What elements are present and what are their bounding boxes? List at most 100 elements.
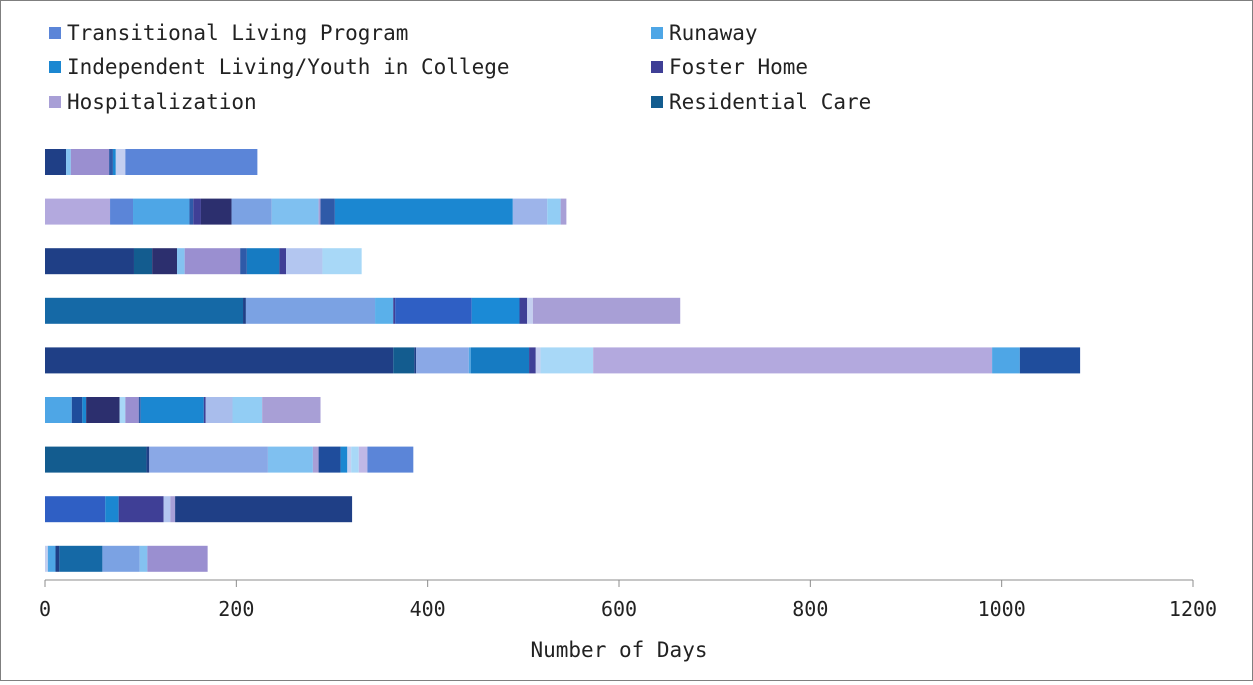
bar (45, 248, 362, 275)
bar-segment (470, 347, 530, 374)
legend-label: Independent Living/Youth in College (67, 55, 510, 79)
bar-segment (45, 248, 134, 275)
bar (45, 496, 353, 523)
bar-segment (240, 248, 247, 275)
bar-segment (535, 347, 541, 374)
bar-segment (992, 347, 1020, 374)
bar-segment (205, 397, 233, 423)
bar-segment (471, 297, 520, 324)
bar-segment (320, 198, 335, 225)
bar-segment (189, 198, 194, 225)
bar-segment (416, 347, 469, 374)
bar-segment (322, 248, 362, 275)
bar-segment (133, 198, 190, 225)
bar-segment (395, 297, 472, 324)
bar-segment (71, 397, 83, 423)
bar (45, 347, 1081, 374)
bar-segment (149, 446, 268, 473)
bar-segment (138, 397, 141, 423)
bar-segment (45, 198, 111, 225)
bar-segment (318, 446, 341, 473)
bar-segment (340, 446, 348, 473)
x-axis: 0 200 400 600 800 1000 1200 (39, 579, 1217, 621)
legend-label: Transitional Living Program (67, 21, 408, 45)
bar-segment (47, 545, 56, 572)
bar-segment (170, 496, 176, 523)
bar (45, 446, 414, 473)
x-tick-label: 400 (410, 597, 446, 621)
bar-segment (393, 347, 415, 374)
x-tick-label: 1000 (978, 597, 1026, 621)
bar-segment (147, 545, 208, 572)
bar-segment (532, 297, 681, 324)
legend-label: Foster Home (669, 55, 808, 79)
legend-label: Hospitalization (67, 90, 257, 114)
bar-segment (245, 297, 376, 324)
bar-segment (140, 397, 204, 423)
bar-segment (529, 347, 536, 374)
bar-segment (334, 198, 513, 225)
bar-segment (45, 149, 67, 175)
bar-segment (367, 446, 414, 473)
bar-segment (560, 198, 567, 225)
bar-segment (267, 446, 313, 473)
bar-segment (152, 248, 178, 275)
x-tick-label: 800 (792, 597, 828, 621)
bar-segment (351, 446, 359, 473)
bar-segment (593, 347, 993, 374)
bar-segment (414, 347, 417, 374)
bar-segment (109, 149, 113, 175)
bar-segment (118, 496, 164, 523)
bar (45, 397, 321, 423)
bar-segment (163, 496, 171, 523)
bar-segment (105, 496, 119, 523)
bar-segment (200, 198, 232, 225)
bar-segment (119, 397, 126, 423)
bar-segment (312, 446, 319, 473)
bar-segment (66, 149, 71, 175)
bar-segment (146, 446, 150, 473)
bar-segment (232, 397, 263, 423)
bar-segment (375, 297, 394, 324)
bar-segment (125, 397, 139, 423)
legend-label: Residential Care (669, 90, 871, 114)
bar-segment (203, 397, 206, 423)
bar-segment (102, 545, 140, 572)
bar-segment (55, 545, 60, 572)
bar-segment (110, 198, 134, 225)
bar-segment (133, 248, 153, 275)
bar-segment (70, 149, 110, 175)
bar-segment (45, 496, 106, 523)
bar-segment (279, 248, 287, 275)
bar-segment (45, 446, 147, 473)
x-tick-label: 200 (218, 597, 254, 621)
bar-segment (246, 248, 280, 275)
legend: Transitional Living Program Runaway Indepe… (49, 21, 871, 114)
bar (45, 297, 681, 324)
bar-segment (125, 149, 258, 175)
bar-segment (175, 496, 353, 523)
bar-segment (45, 397, 72, 423)
legend-swatch (49, 61, 61, 73)
bar-segment (243, 297, 246, 324)
bar-segment (82, 397, 87, 423)
bar-segment (45, 297, 244, 324)
bar-segment (45, 545, 48, 572)
bars (45, 149, 1081, 572)
bar-segment (286, 248, 323, 275)
bar-segment (1019, 347, 1081, 374)
bar-segment (512, 198, 548, 225)
bar-segment (45, 347, 394, 374)
bar-segment (177, 248, 185, 275)
legend-swatch (651, 96, 663, 108)
bar-segment (59, 545, 103, 572)
bar-segment (358, 446, 368, 473)
bar-segment (139, 545, 148, 572)
bar-segment (271, 198, 319, 225)
bar-segment (231, 198, 272, 225)
x-tick-label: 600 (601, 597, 637, 621)
bar (45, 149, 258, 175)
x-tick-label: 1200 (1169, 597, 1217, 621)
